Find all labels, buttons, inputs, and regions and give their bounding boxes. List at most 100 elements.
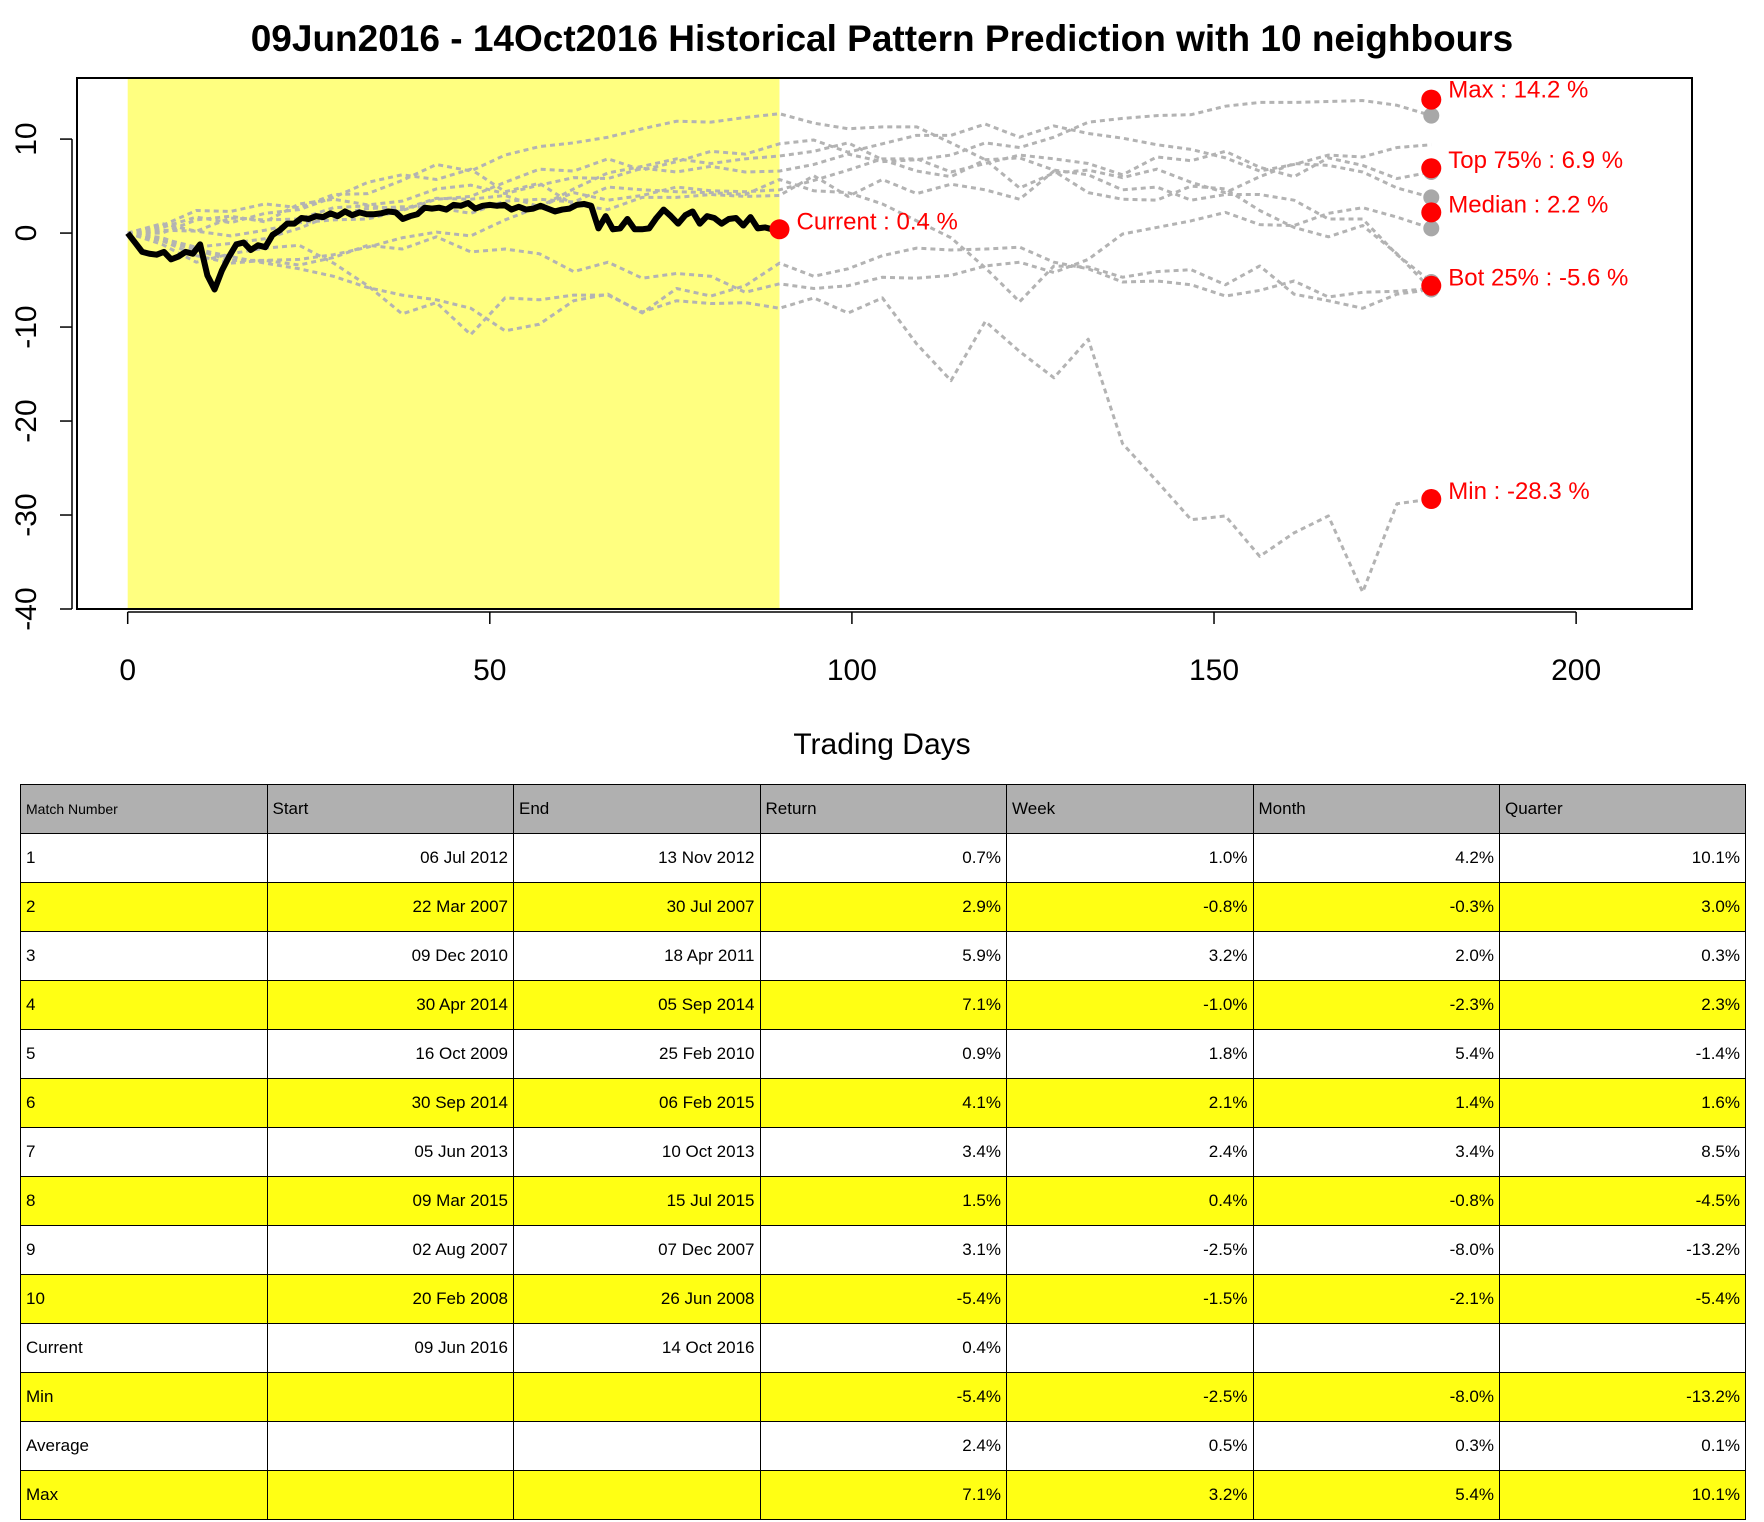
table-cell: 3.4% — [1252, 1127, 1500, 1177]
table-cell — [266, 1421, 514, 1471]
y-tick-label: -20 — [10, 399, 43, 442]
table-cell: 06 Jul 2012 — [266, 833, 514, 883]
table-cell: Min — [20, 1372, 268, 1422]
table-cell: 5.4% — [1252, 1029, 1500, 1079]
neighbour-series-1 — [127, 99, 1432, 235]
table-row: Average 2.4% 0.5% 0.3% 0.1% — [20, 1421, 1746, 1471]
annotation-label: Min : -28.3 % — [1448, 478, 1589, 505]
table-header-cell: End — [513, 784, 761, 834]
x-tick-label: 150 — [1189, 654, 1239, 687]
table-cell: -5.4% — [1499, 1274, 1746, 1324]
table-cell: 22 Mar 2007 — [266, 882, 514, 932]
table-cell: 18 Apr 2011 — [513, 931, 761, 981]
x-tick-label: 100 — [827, 654, 877, 687]
table-cell: 09 Dec 2010 — [266, 931, 514, 981]
table-cell: 3 — [20, 931, 268, 981]
annotation-label: Current : 0.4 % — [796, 208, 957, 235]
table-row: Min -5.4% -2.5% -8.0% -13.2% — [20, 1372, 1746, 1422]
table-row: 3 09 Dec 2010 18 Apr 2011 5.9% 3.2% 2.0% 0.3% — [20, 931, 1746, 981]
table-cell: -8.0% — [1252, 1225, 1500, 1275]
neighbour-series-4 — [127, 178, 1432, 310]
table-cell: 8 — [20, 1176, 268, 1226]
chart-title: 09Jun2016 - 14Oct2016 Historical Pattern… — [250, 18, 1514, 59]
table-cell — [266, 1372, 514, 1422]
table-cell: 4.1% — [759, 1078, 1007, 1128]
table-cell: 2.4% — [759, 1421, 1007, 1471]
annotation-label: Max : 14.2 % — [1448, 77, 1588, 104]
table-cell — [1006, 1323, 1254, 1373]
table-cell: 09 Mar 2015 — [266, 1176, 514, 1226]
table-header-cell: Month — [1252, 784, 1500, 834]
table-cell: 8.5% — [1499, 1127, 1746, 1177]
y-tick-label: 10 — [10, 122, 43, 155]
table-cell: 3.1% — [759, 1225, 1007, 1275]
table-cell: 0.4% — [1006, 1176, 1254, 1226]
table-cell: 6 — [20, 1078, 268, 1128]
table-cell: 16 Oct 2009 — [266, 1029, 514, 1079]
table-cell: -0.8% — [1252, 1176, 1500, 1226]
table-cell: 0.9% — [759, 1029, 1007, 1079]
table-cell: -2.1% — [1252, 1274, 1500, 1324]
neighbour-end-point — [1423, 189, 1440, 206]
table-cell: -2.3% — [1252, 980, 1500, 1030]
table-cell: -0.8% — [1006, 882, 1254, 932]
table-cell: 25 Feb 2010 — [513, 1029, 761, 1079]
neighbour-series-7 — [127, 167, 1433, 291]
table-cell: 3.4% — [759, 1127, 1007, 1177]
table-cell: 1.6% — [1499, 1078, 1746, 1128]
table-cell: 06 Feb 2015 — [513, 1078, 761, 1128]
table-cell — [1252, 1323, 1500, 1373]
x-tick-label: 50 — [473, 654, 506, 687]
table-cell: -4.5% — [1499, 1176, 1746, 1226]
table-row: 1 06 Jul 2012 13 Nov 2012 0.7% 1.0% 4.2% 10.1% — [20, 833, 1746, 883]
table-cell: 30 Sep 2014 — [266, 1078, 514, 1128]
table-cell: 7.1% — [759, 1470, 1007, 1520]
table-cell: 4.2% — [1252, 833, 1500, 883]
table-cell: 2.0% — [1252, 931, 1500, 981]
table-cell — [1499, 1323, 1746, 1373]
table-cell: 5.9% — [759, 931, 1007, 981]
table-cell: 4 — [20, 980, 268, 1030]
y-tick-label: -40 — [10, 587, 43, 630]
annotation-label: Median : 2.2 % — [1448, 191, 1608, 218]
y-tick-label: -10 — [10, 305, 43, 348]
table-cell: 30 Apr 2014 — [266, 980, 514, 1030]
neighbour-series-8 — [127, 141, 1433, 284]
table-row: 10 20 Feb 2008 26 Jun 2008 -5.4% -1.5% -2.1% -… — [20, 1274, 1746, 1324]
table-cell: -5.4% — [759, 1372, 1007, 1422]
table-cell: 2.9% — [759, 882, 1007, 932]
table-cell: 26 Jun 2008 — [513, 1274, 761, 1324]
annotation-point — [1421, 489, 1442, 510]
table-cell: 09 Jun 2016 — [266, 1323, 514, 1373]
table-row: 4 30 Apr 2014 05 Sep 2014 7.1% -1.0% -2.3% 2.3… — [20, 980, 1746, 1030]
table-cell: 10.1% — [1499, 1470, 1746, 1520]
table-cell: 30 Jul 2007 — [513, 882, 761, 932]
table-cell: -2.5% — [1006, 1225, 1254, 1275]
table-row: 6 30 Sep 2014 06 Feb 2015 4.1% 2.1% 1.4% 1.6% — [20, 1078, 1746, 1128]
table-cell: 1.0% — [1006, 833, 1254, 883]
table-cell: 02 Aug 2007 — [266, 1225, 514, 1275]
annotation-point — [769, 219, 790, 240]
table-cell: 0.7% — [759, 833, 1007, 883]
table-cell: -0.3% — [1252, 882, 1500, 932]
table-cell: 10 — [20, 1274, 268, 1324]
table-cell: 20 Feb 2008 — [266, 1274, 514, 1324]
table-cell: 15 Jul 2015 — [513, 1176, 761, 1226]
table-cell — [513, 1421, 761, 1471]
table-cell: 05 Sep 2014 — [513, 980, 761, 1030]
annotation-label: Top 75% : 6.9 % — [1448, 147, 1623, 174]
history-window-highlight — [127, 78, 780, 609]
table-header-cell: Match Number — [20, 784, 268, 834]
table-cell: 14 Oct 2016 — [513, 1323, 761, 1373]
table-cell: 3.0% — [1499, 882, 1746, 932]
table-cell: 1.8% — [1006, 1029, 1254, 1079]
table-header-cell: Start — [266, 784, 514, 834]
annotation-point — [1421, 89, 1442, 110]
table-row: 8 09 Mar 2015 15 Jul 2015 1.5% 0.4% -0.8% -4.5… — [20, 1176, 1746, 1226]
neighbour-end-point — [1423, 107, 1440, 124]
neighbour-series-3 — [127, 231, 1432, 594]
table-cell: 10 Oct 2013 — [513, 1127, 761, 1177]
table-row: Current 09 Jun 2016 14 Oct 2016 0.4% — [20, 1323, 1746, 1373]
table-cell: -13.2% — [1499, 1372, 1746, 1422]
table-row: 9 02 Aug 2007 07 Dec 2007 3.1% -2.5% -8.0% -13… — [20, 1225, 1746, 1275]
